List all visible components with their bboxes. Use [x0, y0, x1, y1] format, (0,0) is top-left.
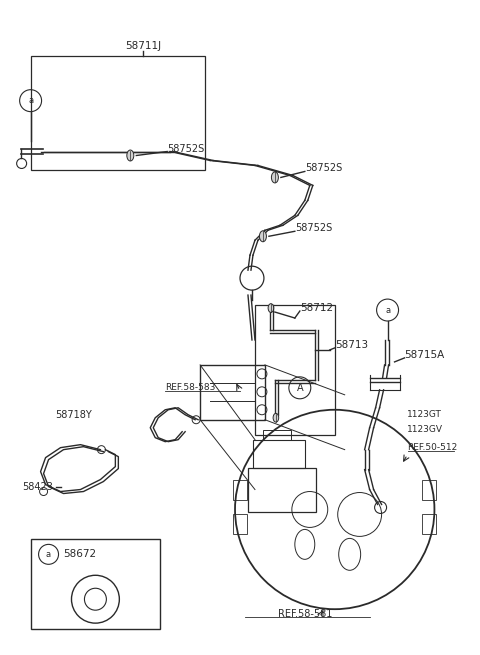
Text: 1123GV: 1123GV: [407, 425, 443, 434]
Bar: [422, 514, 436, 534]
Ellipse shape: [127, 150, 134, 161]
Text: 58712: 58712: [300, 303, 333, 313]
Text: a: a: [46, 550, 51, 559]
Ellipse shape: [260, 231, 266, 242]
Ellipse shape: [268, 304, 274, 312]
Bar: [263, 430, 291, 440]
Ellipse shape: [271, 172, 278, 183]
Text: 58752S: 58752S: [295, 223, 332, 233]
Text: 58711J: 58711J: [125, 41, 161, 51]
Text: a: a: [385, 305, 390, 314]
Text: 58752S: 58752S: [167, 143, 204, 153]
Ellipse shape: [273, 413, 279, 422]
Text: 58718Y: 58718Y: [56, 410, 92, 420]
Text: 58715A: 58715A: [405, 350, 445, 360]
Bar: [248, 468, 316, 512]
Text: 58713: 58713: [335, 340, 368, 350]
Bar: [200, 365, 265, 420]
Text: A: A: [297, 383, 303, 393]
Text: REF.58-581: REF.58-581: [277, 609, 332, 619]
Bar: [233, 514, 247, 534]
Bar: [31, 56, 205, 170]
Text: 58423: 58423: [23, 481, 53, 491]
Text: 58752S: 58752S: [305, 164, 342, 174]
Bar: [253, 440, 305, 468]
Bar: [255, 305, 335, 435]
Text: 58672: 58672: [63, 550, 96, 559]
Text: a: a: [28, 96, 33, 105]
Bar: [31, 539, 160, 629]
Text: 1123GT: 1123GT: [407, 410, 442, 419]
Bar: [233, 479, 247, 500]
Bar: [422, 479, 436, 500]
Text: REF.58-583: REF.58-583: [165, 383, 216, 392]
Text: REF.50-512: REF.50-512: [408, 443, 458, 452]
